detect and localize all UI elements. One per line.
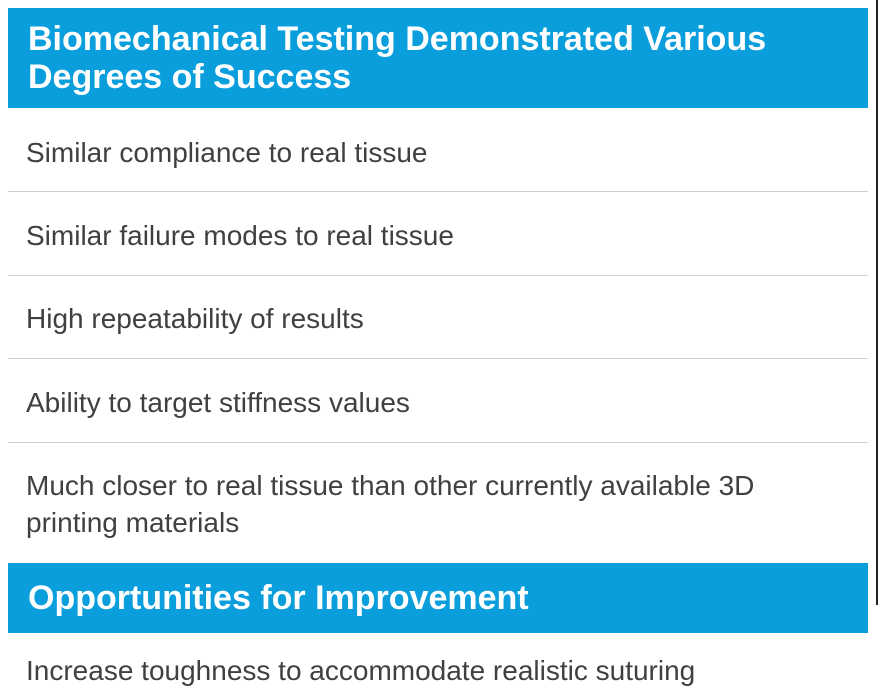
edge-line: [876, 0, 878, 605]
list-item: Much closer to real tissue than other cu…: [26, 470, 755, 538]
list-item: Ability to target stiffness values: [26, 387, 410, 418]
list-item: Increase toughness to accommodate realis…: [26, 655, 696, 686]
section-header: Opportunities for Improvement: [8, 563, 868, 633]
page: Biomechanical Testing Demonstrated Vario…: [8, 0, 878, 686]
separator: [8, 275, 868, 276]
section-header: Biomechanical Testing Demonstrated Vario…: [8, 8, 868, 108]
separator: [8, 358, 868, 359]
separator: [8, 442, 868, 443]
separator: [8, 191, 868, 192]
list-item: Similar compliance to real tissue: [26, 137, 428, 168]
list-item: High repeatability of results: [26, 303, 364, 334]
list-item: Similar failure modes to real tissue: [26, 220, 454, 251]
